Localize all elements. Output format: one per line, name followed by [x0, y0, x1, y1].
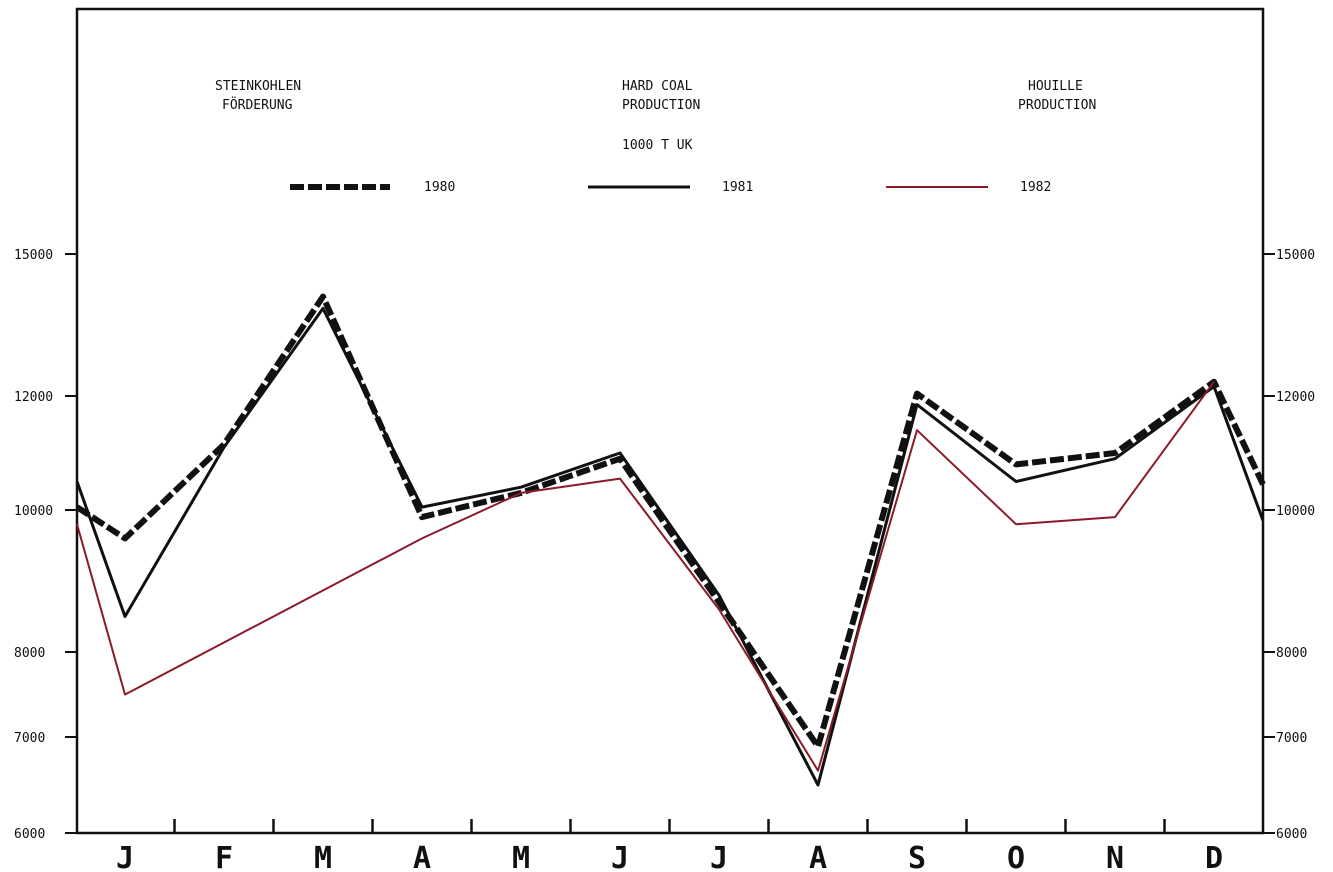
y-tick-label-left: 12000 — [14, 390, 53, 405]
y-tick-label-right: 8000 — [1276, 646, 1307, 661]
y-tick-label-left: 10000 — [14, 504, 53, 519]
series-line-1982 — [76, 381, 1215, 772]
title-de-line1: STEINKOHLEN — [215, 79, 301, 94]
unit-label: 1000 T UK — [622, 138, 693, 153]
x-tick-label: M — [512, 841, 530, 872]
x-tick-label: F — [215, 841, 233, 872]
y-tick-label-left: 7000 — [14, 731, 45, 746]
series-line-1980 — [75, 293, 1266, 750]
x-tick-label: N — [1106, 841, 1124, 872]
title-fr-line2: PRODUCTION — [1018, 98, 1096, 113]
x-tick-label: J — [611, 841, 629, 872]
plot-frame — [75, 7, 1265, 835]
title-en-line2: PRODUCTION — [622, 98, 700, 113]
y-axis-right: 15000 12000 10000 8000 7000 6000 — [1263, 248, 1315, 842]
y-tick-label-right: 7000 — [1276, 731, 1307, 746]
title-en-line1: HARD COAL — [622, 79, 693, 94]
y-tick-label-right: 10000 — [1276, 504, 1315, 519]
legend-label-1981: 1981 — [722, 180, 753, 195]
y-tick-label-left: 15000 — [14, 248, 53, 263]
x-tick-label: O — [1007, 841, 1025, 872]
legend-label-1980: 1980 — [424, 180, 455, 195]
x-tick-label: J — [710, 841, 728, 872]
title-de-line2: FÖRDERUNG — [222, 96, 293, 113]
x-tick-label: J — [116, 841, 134, 872]
title-fr-line1: HOUILLE — [1028, 79, 1083, 94]
x-tick-label: A — [809, 841, 827, 872]
series-line-1981 — [75, 306, 1265, 787]
y-tick-label-left: 6000 — [14, 827, 45, 842]
y-axis-left: 15000 12000 10000 8000 7000 6000 — [14, 248, 77, 842]
x-tick-label: D — [1205, 841, 1223, 872]
y-tick-label-right: 15000 — [1276, 248, 1315, 263]
x-tick-label: S — [908, 841, 926, 872]
y-tick-label-left: 8000 — [14, 646, 45, 661]
series-layer — [75, 293, 1266, 787]
x-tick-label: M — [314, 841, 332, 872]
y-tick-label-right: 6000 — [1276, 827, 1307, 842]
y-tick-label-right: 12000 — [1276, 390, 1315, 405]
x-tick-label: A — [413, 841, 431, 872]
legend-label-1982: 1982 — [1020, 180, 1051, 195]
